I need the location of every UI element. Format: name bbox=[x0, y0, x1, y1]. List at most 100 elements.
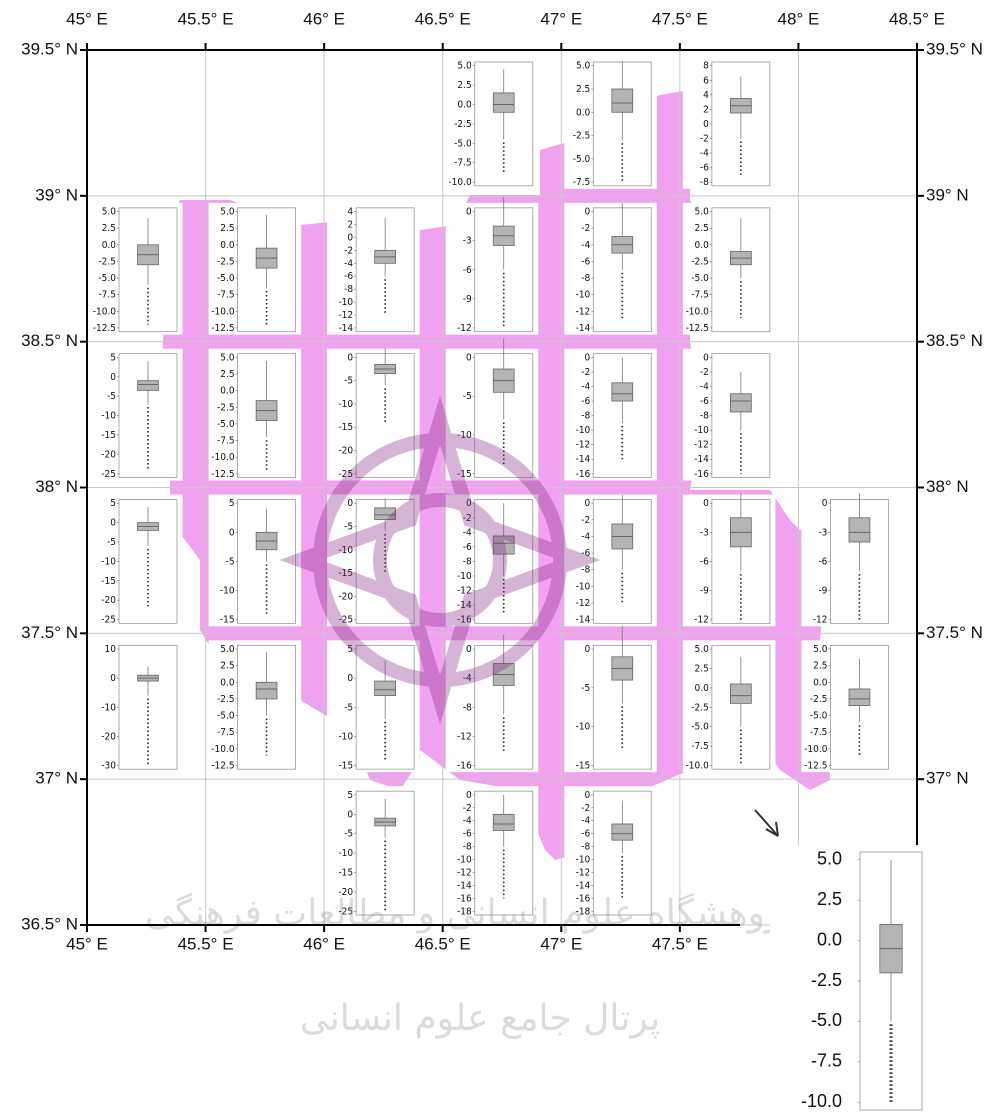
y-tick-label: -10.0 bbox=[686, 760, 710, 771]
y-tick-label: 0 bbox=[585, 644, 591, 655]
lat-label: 38° N bbox=[926, 477, 969, 496]
lat-label: 38° N bbox=[35, 477, 78, 496]
y-tick-label: -15 bbox=[101, 430, 116, 441]
y-tick-label: -10 bbox=[457, 571, 472, 582]
y-tick-label: -15 bbox=[101, 576, 116, 587]
y-tick-label: -12 bbox=[576, 306, 591, 317]
y-tick-label: -4 bbox=[700, 381, 709, 392]
y-tick-label: -4 bbox=[463, 527, 472, 538]
box bbox=[730, 393, 752, 413]
watermark-logo bbox=[279, 395, 601, 725]
lon-label: 48° E bbox=[778, 9, 820, 28]
y-tick-label: -10.0 bbox=[211, 452, 235, 463]
lon-label: 46.5° E bbox=[415, 934, 471, 953]
y-tick-label: -14 bbox=[576, 615, 591, 626]
y-tick-label: -7.5 bbox=[573, 177, 591, 188]
lat-label: 38.5° N bbox=[21, 331, 78, 350]
lon-label: 47.5° E bbox=[652, 9, 708, 28]
y-tick-label: -4 bbox=[581, 816, 590, 827]
box bbox=[374, 507, 396, 520]
y-tick-label: -5.0 bbox=[217, 273, 235, 284]
y-tick-label: -2.5 bbox=[810, 694, 828, 705]
y-tick-label: -10.0 bbox=[211, 306, 235, 317]
y-tick-label: -4 bbox=[463, 673, 472, 684]
y-tick-label: -25 bbox=[101, 615, 116, 626]
y-tick-label: -15 bbox=[220, 615, 235, 626]
y-tick-label: 0 bbox=[466, 644, 472, 655]
y-tick-label: -12 bbox=[457, 731, 472, 742]
boxplot: 0 -5 -10 -15 bbox=[445, 337, 539, 481]
y-tick-label: 0.0 bbox=[220, 677, 235, 688]
y-tick-label: -16 bbox=[694, 469, 709, 480]
y-tick-label: -2 bbox=[581, 515, 590, 526]
y-tick-label: -6 bbox=[581, 256, 590, 267]
y-tick-label: -12 bbox=[338, 310, 353, 321]
y-tick-label: -8 bbox=[344, 284, 353, 295]
y-tick-label: 2.5 bbox=[695, 663, 709, 674]
y-tick-label: -8 bbox=[463, 842, 472, 853]
y-tick-label: -7.5 bbox=[811, 1051, 842, 1071]
y-tick-label: -10 bbox=[338, 399, 353, 410]
box bbox=[611, 88, 634, 113]
y-tick-label: -10 bbox=[101, 702, 116, 713]
y-tick-label: -8 bbox=[581, 273, 590, 284]
boxplot: 5.0 2.5 0.0 -2.5 -5.0 -7.5 -10.0 -12.5 bbox=[682, 202, 776, 335]
y-tick-label: -4 bbox=[700, 148, 709, 159]
y-tick-label: 0 bbox=[585, 790, 591, 801]
y-tick-label: -2.5 bbox=[454, 119, 472, 130]
box bbox=[611, 382, 634, 402]
box bbox=[374, 680, 396, 697]
y-tick-label: 5.0 bbox=[220, 644, 235, 655]
y-tick-label: -20 bbox=[338, 446, 353, 457]
y-tick-label: -10.0 bbox=[804, 744, 828, 755]
y-tick-label: -2 bbox=[463, 803, 472, 814]
y-tick-label: -14 bbox=[338, 323, 353, 334]
y-tick-label: -2.5 bbox=[217, 256, 235, 267]
y-tick-label: -5 bbox=[344, 521, 353, 532]
y-tick-label: 0 bbox=[229, 527, 235, 538]
y-tick-label: 0 bbox=[466, 498, 472, 509]
y-tick-label: 0 bbox=[466, 207, 472, 218]
boxplot: 5 0 -5 -10 -15 -20 -25 bbox=[90, 348, 183, 481]
y-tick-label: 0 bbox=[347, 673, 353, 684]
y-tick-label: -4 bbox=[344, 258, 353, 269]
y-tick-label: -4 bbox=[581, 531, 590, 542]
y-tick-label: 6 bbox=[703, 75, 709, 86]
lat-label: 37° N bbox=[35, 769, 78, 788]
y-tick-label: -15 bbox=[457, 469, 472, 480]
y-tick-label: -6 bbox=[700, 556, 709, 567]
y-tick-label: -15 bbox=[576, 760, 591, 771]
lon-label: 45.5° E bbox=[178, 934, 234, 953]
y-tick-label: -2 bbox=[700, 367, 709, 378]
y-tick-label: -6 bbox=[581, 548, 590, 559]
lon-label: 45° E bbox=[66, 9, 108, 28]
y-tick-label: -10 bbox=[576, 290, 591, 301]
y-tick-label: -2.5 bbox=[691, 702, 709, 713]
y-tick-label: -15 bbox=[338, 568, 353, 579]
y-tick-label: 5.0 bbox=[102, 207, 117, 218]
box bbox=[611, 823, 634, 841]
y-tick-label: -2.5 bbox=[217, 694, 235, 705]
y-tick-label: -4 bbox=[463, 816, 472, 827]
y-tick-label: -5 bbox=[344, 829, 353, 840]
y-tick-label: -2.5 bbox=[811, 970, 842, 990]
y-tick-label: -7.5 bbox=[691, 741, 709, 752]
y-tick-label: -15 bbox=[338, 422, 353, 433]
y-tick-label: 5.0 bbox=[457, 61, 472, 72]
y-tick-label: -5 bbox=[581, 683, 590, 694]
y-tick-label: -25 bbox=[338, 906, 353, 917]
lon-label: 47° E bbox=[540, 9, 582, 28]
box bbox=[492, 813, 515, 831]
y-tick-label: 2.5 bbox=[457, 80, 471, 91]
y-tick-label: 4 bbox=[703, 90, 709, 101]
y-tick-label: -16 bbox=[457, 760, 472, 771]
y-tick-label: 0 bbox=[347, 809, 353, 820]
y-tick-label: -5.0 bbox=[573, 154, 591, 165]
y-tick-label: 2.5 bbox=[220, 223, 234, 234]
lat-label: 39.5° N bbox=[926, 39, 983, 58]
y-tick-label: 5.0 bbox=[576, 61, 591, 72]
y-tick-label: -10 bbox=[694, 425, 709, 436]
boxplot-panels: 5.0 2.5 0.0 -2.5 -5.0 -7.5 -10.0 5.0 2.5 0.0 -2.5 -… bbox=[90, 57, 894, 918]
y-tick-label: 0 bbox=[110, 372, 116, 383]
